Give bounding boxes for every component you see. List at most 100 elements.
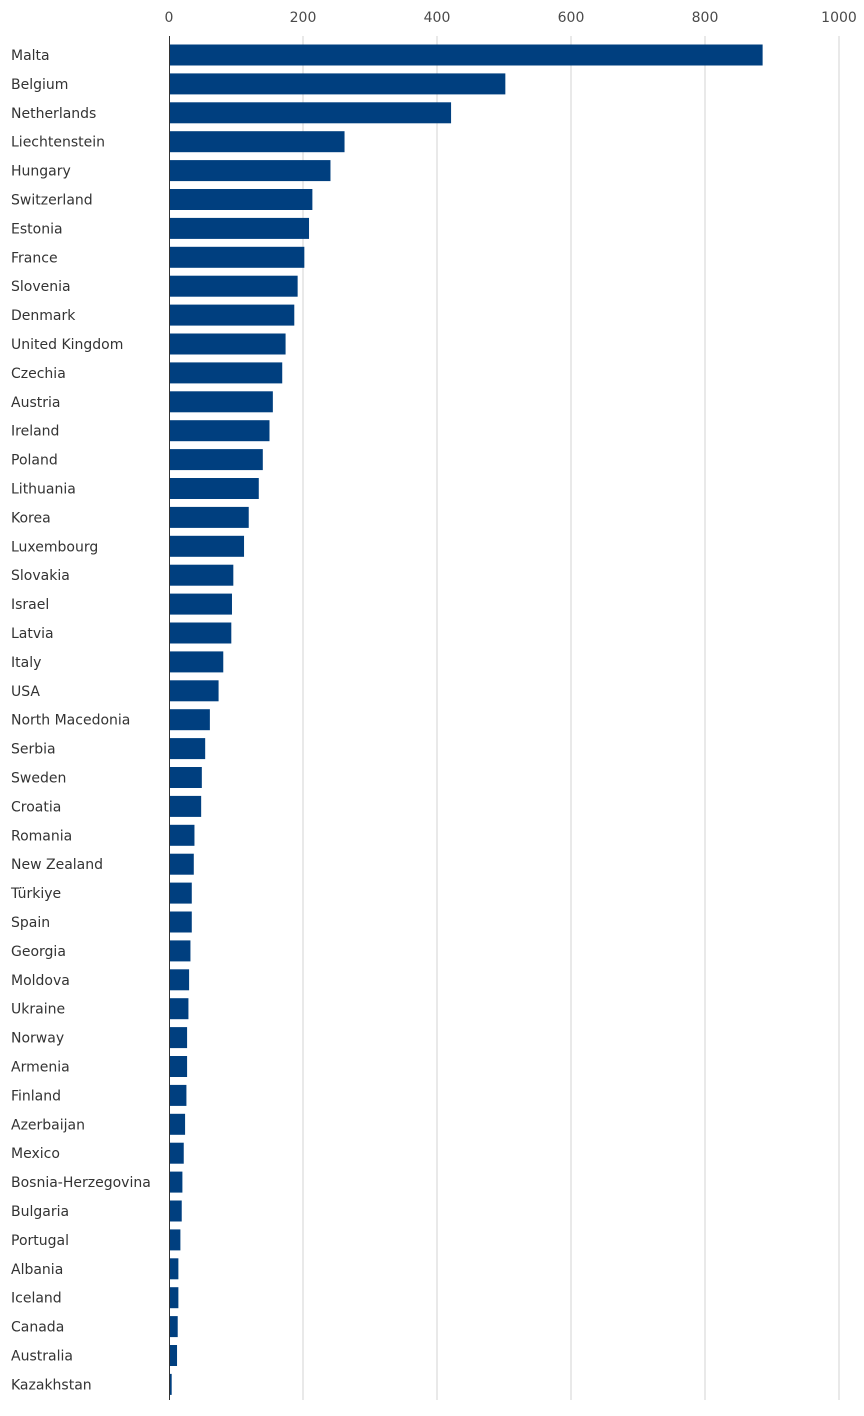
x-tick-label: 200 [290,10,317,26]
bar-canada [169,1316,178,1338]
bar-netherlands [169,102,452,124]
category-label: Türkiye [10,886,61,902]
category-label: Ukraine [11,1002,65,1018]
category-label: Mexico [11,1146,60,1162]
bar-romania [169,824,195,846]
bar-ireland [169,420,270,442]
bar-latvia [169,622,232,644]
category-label: North Macedonia [11,713,130,729]
bar-lithuania [169,478,259,499]
category-label: Portugal [11,1233,69,1249]
x-tick-label: 600 [558,10,585,26]
category-label: Malta [11,48,50,64]
category-label: France [11,250,58,266]
category-label: Liechtenstein [11,135,105,151]
category-label: Georgia [11,944,66,960]
bar-slovenia [169,275,298,297]
bar-denmark [169,304,295,326]
category-label: Australia [11,1349,73,1365]
category-label: Poland [11,453,58,469]
bar-luxembourg [169,535,245,557]
category-label: Armenia [11,1060,70,1076]
bar-israel [169,593,232,615]
bar-finland [169,1084,187,1106]
category-label: Bosnia-Herzegovina [11,1175,151,1191]
bar-austria [169,391,273,413]
category-label: United Kingdom [11,337,123,353]
category-label: Latvia [11,626,54,642]
bar-hungary [169,160,331,182]
bar-poland [169,449,263,471]
x-tick-label: 800 [692,10,719,26]
category-label: Belgium [11,77,68,93]
bar-armenia [169,1056,188,1077]
bar-bulgaria [169,1200,182,1222]
bar-norway [169,1027,188,1049]
bar-sweden [169,767,202,788]
category-label: Czechia [11,366,66,382]
bar-spain [169,911,192,933]
bar-moldova [169,969,190,991]
x-axis-ticks: 0 200 400 600 800 1000 [165,10,857,26]
category-label: Israel [11,597,49,613]
category-label: Lithuania [11,482,76,498]
category-label: Finland [11,1088,61,1104]
gridlines [302,36,840,1400]
category-label: New Zealand [11,857,103,873]
category-labels: Malta Belgium Netherlands Liechtenstein Hung… [10,48,151,1393]
bar-malta [169,44,763,66]
category-label: Canada [11,1320,64,1336]
category-label: Spain [11,915,50,931]
bar-switzerland [169,189,313,210]
bar-france [169,246,305,268]
category-label: Azerbaijan [11,1117,85,1133]
category-label: Slovakia [11,568,70,584]
bar-belgium [169,73,506,95]
category-label: USA [11,684,40,700]
bar-croatia [169,795,202,817]
category-label: Austria [11,395,60,411]
bar-usa [169,680,219,702]
category-label: Slovenia [11,279,71,295]
category-label: Korea [11,510,51,526]
category-label: Estonia [11,221,63,237]
bars [169,44,763,1395]
bar-new-zealand [169,853,194,875]
bar-united-kingdom [169,333,286,355]
category-label: Moldova [11,973,70,989]
x-tick-label: 400 [424,10,451,26]
bar-portugal [169,1229,181,1251]
bar-korea [169,506,249,528]
bar-mexico [169,1142,184,1164]
category-label: Luxembourg [11,539,98,555]
category-label: Denmark [11,308,76,324]
category-label: Hungary [11,164,71,180]
category-label: Sweden [11,771,66,787]
category-label: Albania [11,1262,63,1278]
category-label: Serbia [11,742,56,758]
bar-liechtenstein [169,131,345,153]
bar-t-rkiye [169,882,192,904]
bar-italy [169,651,224,673]
bar-georgia [169,940,191,962]
category-label: Croatia [11,799,61,815]
category-label: Switzerland [11,193,93,209]
category-label: Italy [11,655,41,671]
x-tick-label: 0 [165,10,174,26]
bar-australia [169,1345,178,1366]
bar-iceland [169,1287,179,1309]
category-label: Norway [11,1031,64,1047]
bar-czechia [169,362,283,384]
category-label: Iceland [11,1291,62,1307]
x-tick-label: 1000 [821,10,857,26]
bar-ukraine [169,998,189,1020]
category-label: Ireland [11,424,59,440]
bar-north-macedonia [169,709,210,731]
bar-albania [169,1258,179,1280]
bar-serbia [169,738,206,760]
bar-bosnia-herzegovina [169,1171,183,1193]
category-label: Kazakhstan [11,1377,92,1393]
category-label: Bulgaria [11,1204,69,1220]
bar-slovakia [169,564,234,586]
